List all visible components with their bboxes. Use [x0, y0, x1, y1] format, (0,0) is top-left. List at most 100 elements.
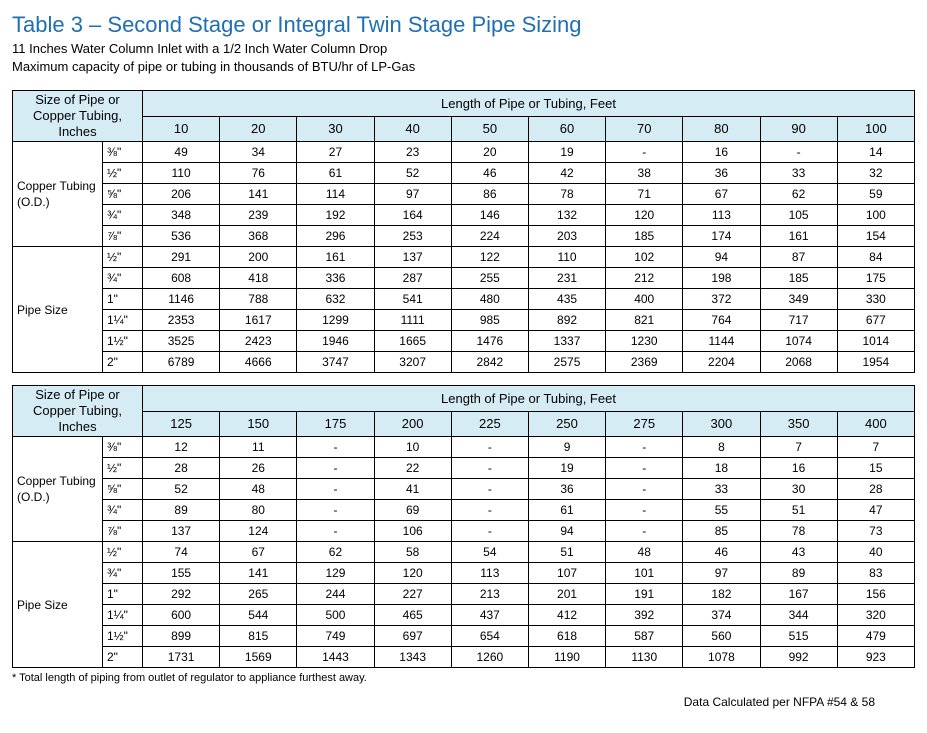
- copper-size-2: ⅝": [103, 184, 143, 205]
- length-col-1: 150: [220, 411, 297, 437]
- pipe-size-1: ¾": [103, 563, 143, 584]
- val: 107: [528, 563, 605, 584]
- val: 435: [528, 289, 605, 310]
- val: 185: [606, 226, 683, 247]
- val: 815: [220, 626, 297, 647]
- val: 124: [220, 521, 297, 542]
- val: 20: [451, 142, 528, 163]
- val: 78: [528, 184, 605, 205]
- pipe-size-4: 1½": [103, 331, 143, 352]
- val: 1111: [374, 310, 451, 331]
- val: 62: [297, 542, 374, 563]
- copper-size-1: ½": [103, 163, 143, 184]
- val: -: [451, 458, 528, 479]
- length-col-3: 200: [374, 411, 451, 437]
- val: 110: [528, 247, 605, 268]
- val: 12: [143, 437, 220, 458]
- val: 296: [297, 226, 374, 247]
- val: 122: [451, 247, 528, 268]
- header-length: Length of Pipe or Tubing, Feet: [143, 386, 915, 412]
- pipe-size-2: 1": [103, 584, 143, 605]
- val: 132: [528, 205, 605, 226]
- val: 55: [683, 500, 760, 521]
- val: 198: [683, 268, 760, 289]
- val: 1130: [606, 647, 683, 668]
- val: 899: [143, 626, 220, 647]
- copper-size-2: ⅝": [103, 479, 143, 500]
- val: -: [297, 500, 374, 521]
- val: 51: [760, 500, 837, 521]
- copper-size-3: ¾": [103, 205, 143, 226]
- val: 1299: [297, 310, 374, 331]
- val: 821: [606, 310, 683, 331]
- val: 141: [220, 184, 297, 205]
- val: 1078: [683, 647, 760, 668]
- val: 10: [374, 437, 451, 458]
- val: 9: [528, 437, 605, 458]
- val: 129: [297, 563, 374, 584]
- val: 348: [143, 205, 220, 226]
- val: 560: [683, 626, 760, 647]
- val: 69: [374, 500, 451, 521]
- val: 47: [837, 500, 914, 521]
- val: 536: [143, 226, 220, 247]
- val: 1337: [528, 331, 605, 352]
- val: 16: [760, 458, 837, 479]
- val: 3207: [374, 352, 451, 373]
- val: 164: [374, 205, 451, 226]
- val: 465: [374, 605, 451, 626]
- pipe-size-5: 2": [103, 352, 143, 373]
- val: 84: [837, 247, 914, 268]
- val: 51: [528, 542, 605, 563]
- val: 192: [297, 205, 374, 226]
- val: 1954: [837, 352, 914, 373]
- val: 992: [760, 647, 837, 668]
- val: 372: [683, 289, 760, 310]
- val: -: [297, 458, 374, 479]
- val: 480: [451, 289, 528, 310]
- val: 71: [606, 184, 683, 205]
- val: 146: [451, 205, 528, 226]
- copper-size-4: ⅞": [103, 226, 143, 247]
- val: 28: [837, 479, 914, 500]
- val: 120: [606, 205, 683, 226]
- group-pipe: Pipe Size: [13, 247, 103, 373]
- val: 239: [220, 205, 297, 226]
- val: -: [297, 479, 374, 500]
- val: 500: [297, 605, 374, 626]
- val: 46: [451, 163, 528, 184]
- val: 479: [837, 626, 914, 647]
- length-col-2: 30: [297, 116, 374, 142]
- val: 43: [760, 542, 837, 563]
- val: 191: [606, 584, 683, 605]
- val: 697: [374, 626, 451, 647]
- val: 412: [528, 605, 605, 626]
- subtitle-line-2: Maximum capacity of pipe or tubing in th…: [12, 58, 915, 76]
- val: 587: [606, 626, 683, 647]
- length-col-6: 275: [606, 411, 683, 437]
- val: -: [760, 142, 837, 163]
- val: 336: [297, 268, 374, 289]
- val: -: [451, 521, 528, 542]
- val: 764: [683, 310, 760, 331]
- val: 292: [143, 584, 220, 605]
- val: 2353: [143, 310, 220, 331]
- val: 58: [374, 542, 451, 563]
- val: 36: [683, 163, 760, 184]
- length-col-9: 100: [837, 116, 914, 142]
- length-col-7: 300: [683, 411, 760, 437]
- val: 28: [143, 458, 220, 479]
- val: 102: [606, 247, 683, 268]
- val: 113: [683, 205, 760, 226]
- val: 54: [451, 542, 528, 563]
- val: 749: [297, 626, 374, 647]
- val: 161: [760, 226, 837, 247]
- copper-size-3: ¾": [103, 500, 143, 521]
- length-col-1: 20: [220, 116, 297, 142]
- val: 200: [220, 247, 297, 268]
- section-gap: [13, 373, 915, 386]
- val: 48: [606, 542, 683, 563]
- val: 33: [760, 163, 837, 184]
- val: 19: [528, 458, 605, 479]
- val: 141: [220, 563, 297, 584]
